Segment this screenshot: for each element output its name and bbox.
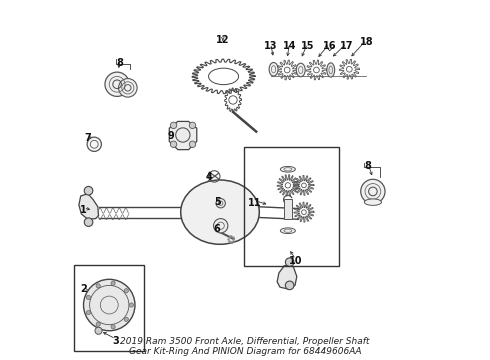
Ellipse shape bbox=[280, 166, 295, 172]
Circle shape bbox=[129, 303, 134, 307]
Text: 11: 11 bbox=[248, 198, 262, 208]
Text: 17: 17 bbox=[340, 41, 353, 51]
Text: 15: 15 bbox=[301, 41, 314, 51]
Circle shape bbox=[285, 258, 294, 266]
Circle shape bbox=[84, 218, 93, 226]
Circle shape bbox=[83, 279, 135, 331]
Circle shape bbox=[189, 141, 196, 148]
Circle shape bbox=[124, 289, 128, 293]
Bar bbox=[284, 199, 292, 219]
Ellipse shape bbox=[280, 228, 295, 234]
Text: 8: 8 bbox=[117, 58, 123, 68]
Circle shape bbox=[285, 281, 294, 290]
Circle shape bbox=[361, 179, 385, 203]
Text: 2: 2 bbox=[80, 284, 87, 294]
Ellipse shape bbox=[269, 63, 278, 76]
Circle shape bbox=[171, 122, 177, 129]
Circle shape bbox=[84, 186, 93, 195]
Ellipse shape bbox=[181, 180, 259, 244]
Polygon shape bbox=[277, 266, 297, 289]
Ellipse shape bbox=[327, 63, 335, 77]
Circle shape bbox=[86, 295, 91, 300]
Text: 8: 8 bbox=[365, 161, 372, 171]
Text: 6: 6 bbox=[214, 224, 220, 234]
Ellipse shape bbox=[296, 63, 305, 77]
Circle shape bbox=[95, 327, 102, 334]
Circle shape bbox=[189, 122, 196, 129]
Ellipse shape bbox=[364, 199, 381, 205]
Circle shape bbox=[86, 310, 91, 315]
Text: 13: 13 bbox=[264, 41, 277, 51]
Circle shape bbox=[111, 325, 115, 329]
Circle shape bbox=[111, 281, 115, 285]
Text: 16: 16 bbox=[323, 41, 337, 51]
Text: 12: 12 bbox=[216, 35, 230, 45]
Polygon shape bbox=[79, 194, 98, 219]
Circle shape bbox=[171, 141, 177, 148]
Text: 9: 9 bbox=[167, 131, 174, 141]
Text: 18: 18 bbox=[360, 37, 373, 48]
Circle shape bbox=[124, 317, 128, 321]
Text: 10: 10 bbox=[289, 256, 302, 266]
Circle shape bbox=[216, 199, 225, 208]
Circle shape bbox=[214, 219, 228, 233]
Text: 14: 14 bbox=[283, 41, 296, 51]
Text: 5: 5 bbox=[214, 197, 220, 207]
Circle shape bbox=[96, 284, 100, 288]
Polygon shape bbox=[169, 121, 197, 150]
Text: 1: 1 bbox=[80, 205, 87, 215]
Circle shape bbox=[87, 137, 101, 152]
Circle shape bbox=[96, 322, 100, 327]
Circle shape bbox=[105, 72, 129, 96]
Text: 4: 4 bbox=[205, 172, 212, 182]
Text: 3: 3 bbox=[112, 337, 119, 346]
Text: 2019 Ram 3500 Front Axle, Differential, Propeller Shaft
Gear Kit-Ring And PINION: 2019 Ram 3500 Front Axle, Differential, … bbox=[121, 337, 369, 356]
Text: 7: 7 bbox=[84, 133, 91, 143]
Circle shape bbox=[119, 78, 137, 97]
